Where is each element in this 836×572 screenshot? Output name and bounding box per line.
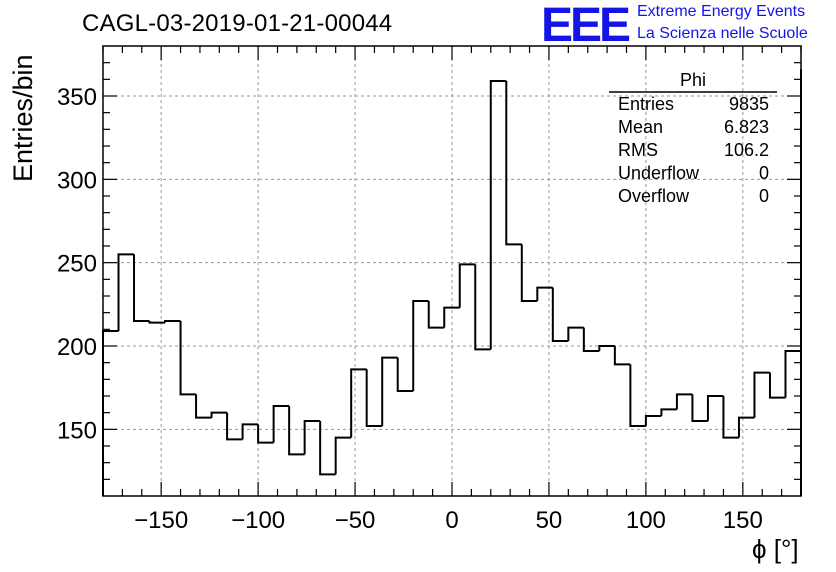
histogram-bin (551, 287, 569, 342)
stats-value-overflow: 0 (759, 186, 769, 206)
histogram-bin (768, 372, 786, 399)
x-tick-label: −150 (134, 507, 188, 534)
logo-line-2: La Scienza nelle Scuole (637, 25, 808, 42)
histogram-bin (644, 415, 662, 426)
histogram-bin (350, 368, 367, 438)
histogram-bin (226, 412, 243, 441)
histogram-bin (474, 264, 491, 351)
histogram-bin (195, 394, 212, 419)
histogram-bin (365, 369, 383, 427)
stats-title: Phi (680, 70, 706, 90)
histogram-bin (319, 421, 336, 476)
y-tick-label: 250 (57, 251, 97, 278)
x-tick-label: −100 (231, 507, 285, 534)
stats-value-underflow: 0 (759, 163, 769, 183)
histogram-bin (582, 327, 600, 352)
stats-label-rms: RMS (618, 140, 658, 160)
histogram-bin (691, 394, 708, 422)
stats-value-entries: 9835 (729, 94, 769, 114)
histogram-bin (675, 393, 693, 410)
histogram-bin (489, 80, 507, 350)
x-tick-label: 0 (445, 507, 458, 534)
histogram-bin (334, 436, 352, 475)
logo-line-1: Extreme Energy Events (637, 3, 806, 20)
histogram-bin (505, 81, 522, 246)
y-tick-label: 350 (57, 84, 97, 111)
histogram-bin (133, 254, 150, 322)
histogram-bin (737, 416, 755, 438)
x-tick-label: 100 (626, 507, 666, 534)
histogram-bin (443, 306, 460, 328)
histogram-bin (241, 423, 259, 440)
histogram-bin (784, 350, 801, 398)
axis-ticks (102, 46, 802, 496)
stats-label-entries: Entries (618, 94, 674, 114)
histogram-bin (102, 330, 119, 496)
histogram-bin (412, 300, 429, 391)
histogram-bin (629, 364, 646, 427)
y-tick-label: 150 (57, 417, 97, 444)
histogram-bin (520, 244, 538, 302)
y-tick-label: 200 (57, 334, 97, 361)
histogram-bin (164, 320, 181, 323)
histogram-bin (722, 396, 739, 439)
x-tick-label: 50 (536, 507, 563, 534)
histogram-bin (272, 405, 290, 443)
histogram-bin (117, 253, 135, 331)
histogram-bin (660, 408, 677, 416)
grid-lines (103, 46, 801, 496)
stats-value-mean: 6.823 (724, 117, 769, 137)
histogram-bin (567, 326, 584, 341)
stats-value-rms: 106.2 (724, 140, 769, 160)
histogram-bin (427, 301, 445, 329)
histogram-bin (613, 346, 631, 366)
y-tick-label: 300 (57, 167, 97, 194)
histogram-bin (179, 321, 197, 396)
histogram-bin (753, 371, 770, 418)
histogram-bin (458, 263, 476, 308)
histogram-bin (536, 286, 553, 301)
stats-label-mean: Mean (618, 117, 663, 137)
histogram-bin (598, 345, 615, 351)
histogram-bin (396, 357, 414, 392)
chart-title: CAGL-03-2019-01-21-00044 (82, 10, 393, 37)
stats-label-overflow: Overflow (618, 186, 690, 206)
histogram-bin (148, 321, 166, 324)
x-tick-label: 150 (723, 507, 763, 534)
histogram-bin (257, 424, 274, 444)
histogram-bin (303, 420, 321, 455)
histogram-bin (381, 356, 398, 426)
histogram-bin (288, 406, 305, 456)
eee-logo: EEE (541, 0, 631, 52)
histogram-bin (706, 395, 724, 421)
stats-label-underflow: Underflow (618, 163, 700, 183)
axis-tick-labels: −150 −100 −50 0 50 100 150 150 200 250 300 350 (57, 84, 763, 534)
x-axis-label: ϕ [°] (752, 534, 799, 564)
histogram-bin (210, 411, 228, 418)
stats-box: Phi Entries 9835 Mean 6.823 RMS 106.2 Un… (609, 70, 777, 206)
x-tick-label: −50 (335, 507, 376, 534)
